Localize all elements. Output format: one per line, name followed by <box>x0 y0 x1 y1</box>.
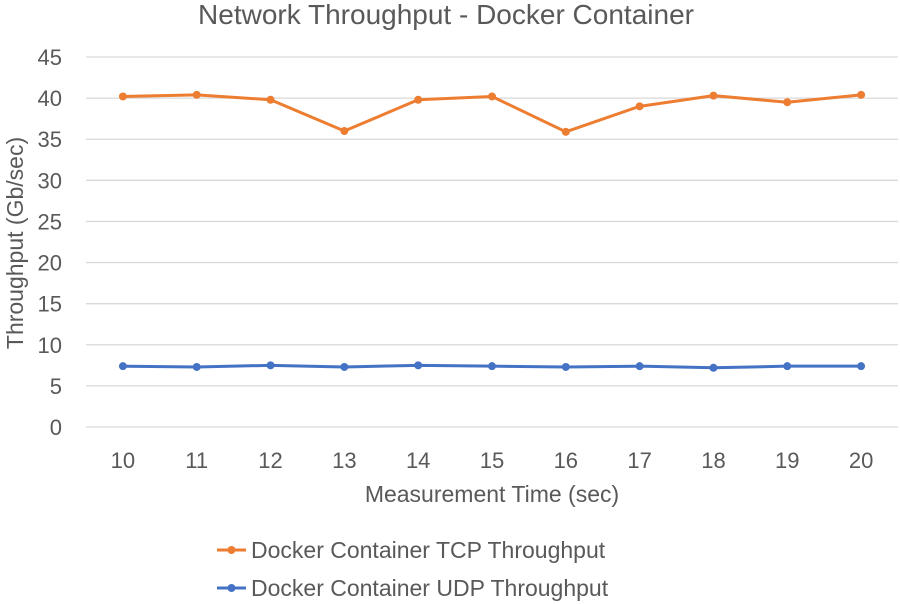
y-tick-label: 20 <box>38 251 62 276</box>
legend-marker-icon <box>227 584 236 592</box>
data-point <box>118 92 127 101</box>
data-point <box>488 362 496 371</box>
series-1 <box>118 361 866 372</box>
data-point <box>340 127 349 135</box>
x-tick-label: 20 <box>849 448 873 473</box>
x-tick-label: 11 <box>185 448 208 473</box>
x-tick-label: 15 <box>480 448 504 473</box>
legend-label: Docker Container UDP Throughput <box>251 575 609 601</box>
data-point <box>783 98 792 107</box>
data-point <box>857 90 866 99</box>
y-tick-label: 45 <box>38 45 62 70</box>
x-tick-label: 12 <box>258 448 282 473</box>
data-point <box>266 95 275 104</box>
data-point <box>783 362 792 371</box>
data-point <box>118 362 127 371</box>
y-tick-label: 35 <box>38 127 62 152</box>
x-tick-label: 19 <box>775 448 799 473</box>
y-tick-label: 5 <box>50 374 62 399</box>
data-point <box>414 95 423 104</box>
data-point <box>857 362 866 371</box>
data-point <box>709 363 718 372</box>
x-tick-label: 18 <box>701 448 725 473</box>
x-axis-ticks: 10 11 12 13 14 15 16 17 18 19 20 <box>111 448 874 473</box>
y-tick-label: 10 <box>38 333 62 358</box>
data-point <box>709 91 718 100</box>
data-point <box>414 361 423 370</box>
y-tick-label: 40 <box>38 86 62 111</box>
y-tick-label: 15 <box>38 292 62 317</box>
x-tick-label: 16 <box>554 448 578 473</box>
legend-item: Docker Container TCP Throughput <box>217 537 606 563</box>
data-point <box>561 362 570 371</box>
data-point <box>192 90 201 99</box>
x-tick-label: 17 <box>627 448 651 473</box>
series-lines <box>118 90 866 372</box>
y-tick-label: 25 <box>38 209 62 234</box>
data-point <box>488 92 496 101</box>
data-point <box>635 362 644 371</box>
legend-label: Docker Container TCP Throughput <box>251 537 606 563</box>
chart-title: Network Throughput - Docker Container <box>198 0 694 30</box>
series-0 <box>118 90 866 136</box>
data-point <box>561 127 570 136</box>
y-tick-label: 30 <box>38 168 62 193</box>
x-tick-label: 14 <box>406 448 430 473</box>
data-point <box>266 361 275 370</box>
legend: Docker Container TCP Throughput Docker Co… <box>217 537 609 601</box>
legend-marker-icon <box>227 546 236 554</box>
y-axis-label: Throughput (Gb/sec) <box>2 137 28 349</box>
x-tick-label: 13 <box>332 448 356 473</box>
data-point <box>192 362 201 371</box>
legend-item: Docker Container UDP Throughput <box>217 575 609 601</box>
data-point <box>635 102 644 111</box>
gridlines <box>86 56 898 428</box>
y-tick-label: 0 <box>50 415 62 440</box>
data-point <box>340 362 349 371</box>
x-tick-label: 10 <box>111 448 135 473</box>
x-axis-label: Measurement Time (sec) <box>365 481 619 507</box>
y-axis-ticks: 0 5 10 15 20 25 30 35 40 45 <box>38 45 62 440</box>
